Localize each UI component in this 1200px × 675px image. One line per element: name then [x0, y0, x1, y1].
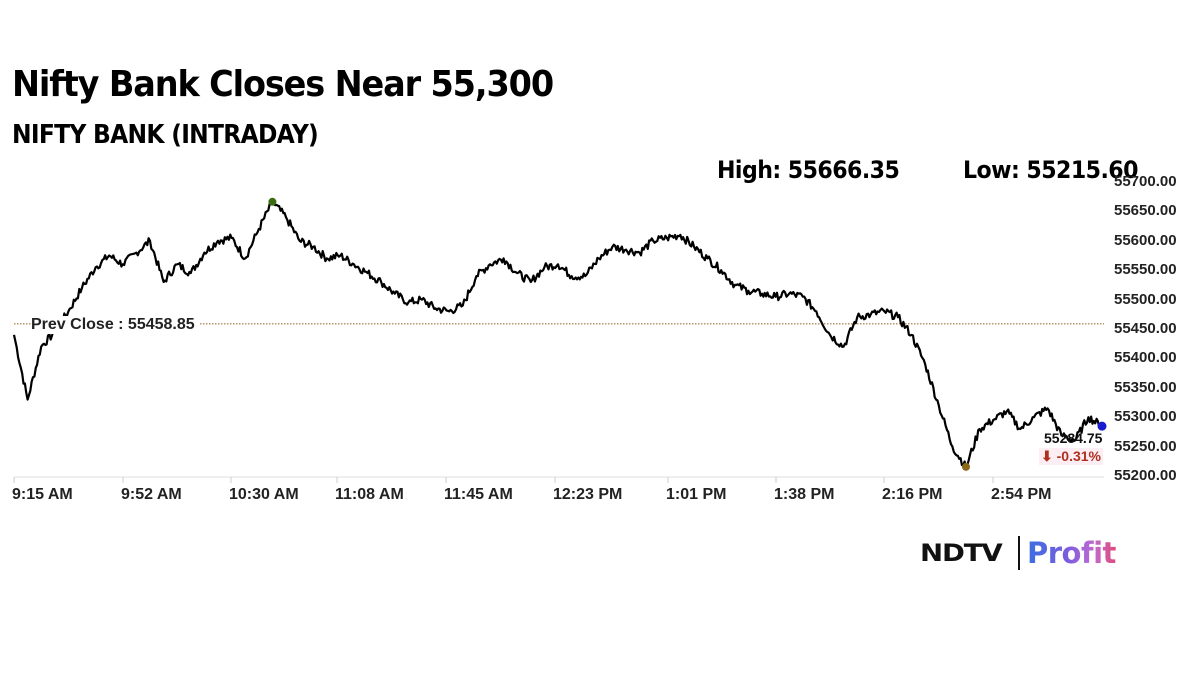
change-percent-badge: ⬇ -0.31%	[1039, 448, 1103, 465]
x-tick-label: 11:45 AM	[444, 486, 513, 503]
y-tick-label: 55650.00	[1114, 202, 1177, 220]
logo-ndtv-text: NDTV	[920, 539, 1003, 567]
x-tick-label: 1:01 PM	[666, 486, 727, 503]
y-tick-label: 55300.00	[1114, 408, 1177, 426]
y-tick-label: 55400.00	[1114, 349, 1177, 367]
x-tick-label: 2:16 PM	[882, 486, 943, 503]
x-axis-tick-marks	[13, 477, 994, 483]
logo-profit-text: Profit	[1027, 536, 1116, 570]
last-price-marker	[1097, 421, 1107, 431]
y-tick-label: 55600.00	[1114, 231, 1177, 249]
high-marker	[268, 197, 277, 206]
x-tick-label: 12:23 PM	[553, 486, 623, 503]
last-price-label: 55284.75	[1044, 430, 1103, 446]
x-tick-label: 1:38 PM	[774, 486, 835, 503]
x-tick-label: 2:54 PM	[991, 486, 1052, 503]
x-tick-label: 11:08 AM	[335, 486, 404, 503]
ndtv-profit-logo: NDTV Profit	[920, 533, 1116, 573]
x-tick-label: 9:15 AM	[12, 486, 73, 503]
y-tick-label: 55450.00	[1114, 320, 1177, 337]
headline: Nifty Bank Closes Near 55,300	[12, 64, 554, 105]
day-high-label: High: 55666.35	[717, 156, 900, 184]
x-tick-label: 10:30 AM	[229, 486, 299, 503]
prev-close-label: Prev Close : 55458.85	[31, 316, 199, 334]
y-tick-label: 55500.00	[1114, 290, 1177, 308]
logo-separator	[1018, 536, 1020, 570]
y-tick-label: 55250.00	[1114, 437, 1177, 455]
chart-subtitle: NIFTY BANK (INTRADAY)	[12, 120, 319, 150]
y-tick-label: 55550.00	[1114, 261, 1177, 279]
day-low-label: Low: 55215.60	[963, 156, 1138, 184]
y-tick-label: 55200.00	[1114, 467, 1177, 484]
price-series-line	[12, 200, 1103, 469]
y-tick-label: 55700.00	[1114, 173, 1177, 190]
x-tick-label: 9:52 AM	[121, 486, 182, 503]
low-marker	[962, 462, 970, 471]
y-tick-label: 55350.00	[1114, 378, 1177, 396]
